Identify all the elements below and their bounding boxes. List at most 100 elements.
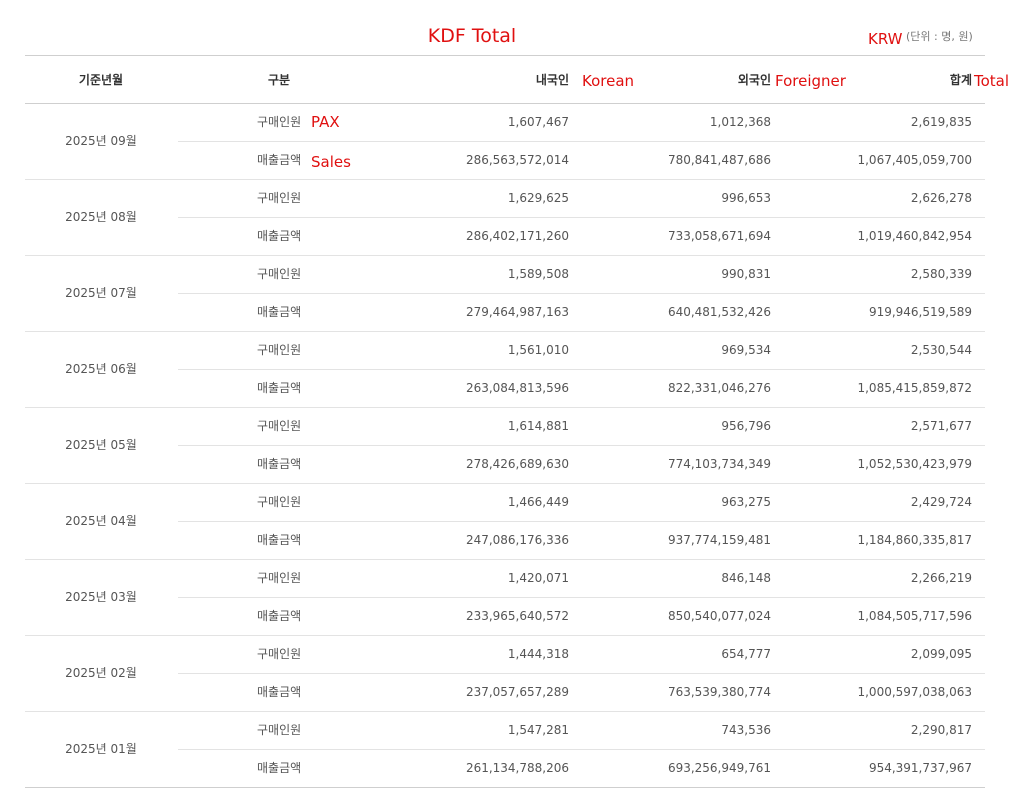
type-cell: 구매인원 [257, 647, 302, 661]
korean-cell: 237,057,657,289 [465, 685, 569, 699]
column-annotation: Korean [582, 72, 635, 90]
total-cell: 1,084,505,717,596 [857, 609, 972, 623]
foreigner-cell: 743,536 [721, 723, 771, 737]
row-divider [25, 331, 985, 332]
type-cell: 매출금액 [257, 381, 302, 395]
column-header: 구분 [267, 73, 291, 87]
month-cell: 2025년 02월 [65, 666, 137, 680]
korean-cell: 1,444,318 [507, 647, 569, 661]
type-cell: 매출금액 [257, 609, 302, 623]
column-header: 기준년월 [78, 73, 124, 87]
korean-cell: 1,466,449 [507, 495, 569, 509]
korean-cell: 1,547,281 [507, 723, 569, 737]
foreigner-cell: 963,275 [721, 495, 771, 509]
month-cell: 2025년 08월 [65, 210, 137, 224]
month-cell: 2025년 07월 [65, 286, 137, 300]
month-cell: 2025년 04월 [65, 514, 137, 528]
korean-cell: 286,563,572,014 [465, 153, 569, 167]
row-divider [178, 141, 985, 142]
foreigner-cell: 822,331,046,276 [667, 381, 771, 395]
row-divider [178, 445, 985, 446]
korean-cell: 261,134,788,206 [465, 761, 569, 775]
row-divider [25, 103, 985, 104]
type-cell: 매출금액 [257, 685, 302, 699]
total-cell: 2,099,095 [910, 647, 972, 661]
total-cell: 2,619,835 [910, 115, 972, 129]
row-annotation: PAX [311, 113, 340, 131]
foreigner-cell: 850,540,077,024 [667, 609, 771, 623]
type-cell: 매출금액 [257, 305, 302, 319]
total-cell: 954,391,737,967 [868, 761, 972, 775]
foreigner-cell: 969,534 [721, 343, 771, 357]
row-divider [25, 635, 985, 636]
foreigner-cell: 937,774,159,481 [667, 533, 771, 547]
month-cell: 2025년 01월 [65, 742, 137, 756]
korean-cell: 1,420,071 [507, 571, 569, 585]
column-header: 외국인 [737, 73, 771, 87]
row-divider [25, 407, 985, 408]
unit-annotation: KRW [868, 30, 903, 48]
unit-note: (단위 : 명, 원) [906, 30, 973, 43]
foreigner-cell: 693,256,949,761 [667, 761, 771, 775]
korean-cell: 247,086,176,336 [465, 533, 569, 547]
row-divider [178, 521, 985, 522]
total-cell: 1,184,860,335,817 [857, 533, 972, 547]
korean-cell: 1,614,881 [507, 419, 569, 433]
foreigner-cell: 774,103,734,349 [667, 457, 771, 471]
total-cell: 919,946,519,589 [868, 305, 972, 319]
type-cell: 매출금액 [257, 229, 302, 243]
row-divider [25, 255, 985, 256]
korean-cell: 286,402,171,260 [465, 229, 569, 243]
column-header: 내국인 [535, 73, 569, 87]
total-cell: 1,067,405,059,700 [857, 153, 972, 167]
type-cell: 구매인원 [257, 723, 302, 737]
row-divider [25, 483, 985, 484]
foreigner-cell: 640,481,532,426 [667, 305, 771, 319]
korean-cell: 278,426,689,630 [465, 457, 569, 471]
total-cell: 2,429,724 [910, 495, 972, 509]
type-cell: 구매인원 [257, 571, 302, 585]
type-cell: 매출금액 [257, 457, 302, 471]
foreigner-cell: 763,539,380,774 [667, 685, 771, 699]
foreigner-cell: 956,796 [721, 419, 771, 433]
foreigner-cell: 654,777 [721, 647, 771, 661]
type-cell: 구매인원 [257, 191, 302, 205]
total-cell: 1,019,460,842,954 [857, 229, 972, 243]
foreigner-cell: 996,653 [721, 191, 771, 205]
row-divider [178, 597, 985, 598]
type-cell: 구매인원 [257, 267, 302, 281]
row-divider [178, 749, 985, 750]
row-divider [178, 673, 985, 674]
column-annotation: Foreigner [775, 72, 846, 90]
month-cell: 2025년 05월 [65, 438, 137, 452]
row-divider [178, 293, 985, 294]
month-cell: 2025년 03월 [65, 590, 137, 604]
foreigner-cell: 1,012,368 [709, 115, 771, 129]
korean-cell: 1,561,010 [507, 343, 569, 357]
row-annotation: Sales [311, 153, 351, 171]
month-cell: 2025년 06월 [65, 362, 137, 376]
type-cell: 매출금액 [257, 153, 302, 167]
foreigner-cell: 846,148 [721, 571, 771, 585]
type-cell: 구매인원 [257, 115, 302, 129]
foreigner-cell: 733,058,671,694 [667, 229, 771, 243]
korean-cell: 263,084,813,596 [465, 381, 569, 395]
total-cell: 2,626,278 [910, 191, 972, 205]
row-divider [25, 559, 985, 560]
korean-cell: 279,464,987,163 [465, 305, 569, 319]
total-cell: 2,266,219 [910, 571, 972, 585]
title: KDF Total [427, 25, 517, 47]
column-header: 합계 [949, 73, 972, 87]
total-cell: 2,571,677 [910, 419, 972, 433]
type-cell: 매출금액 [257, 533, 302, 547]
type-cell: 구매인원 [257, 495, 302, 509]
total-cell: 2,580,339 [910, 267, 972, 281]
korean-cell: 1,589,508 [507, 267, 569, 281]
row-divider [25, 787, 985, 788]
row-divider [25, 55, 985, 56]
row-divider [25, 711, 985, 712]
type-cell: 구매인원 [257, 343, 302, 357]
month-cell: 2025년 09월 [65, 134, 137, 148]
